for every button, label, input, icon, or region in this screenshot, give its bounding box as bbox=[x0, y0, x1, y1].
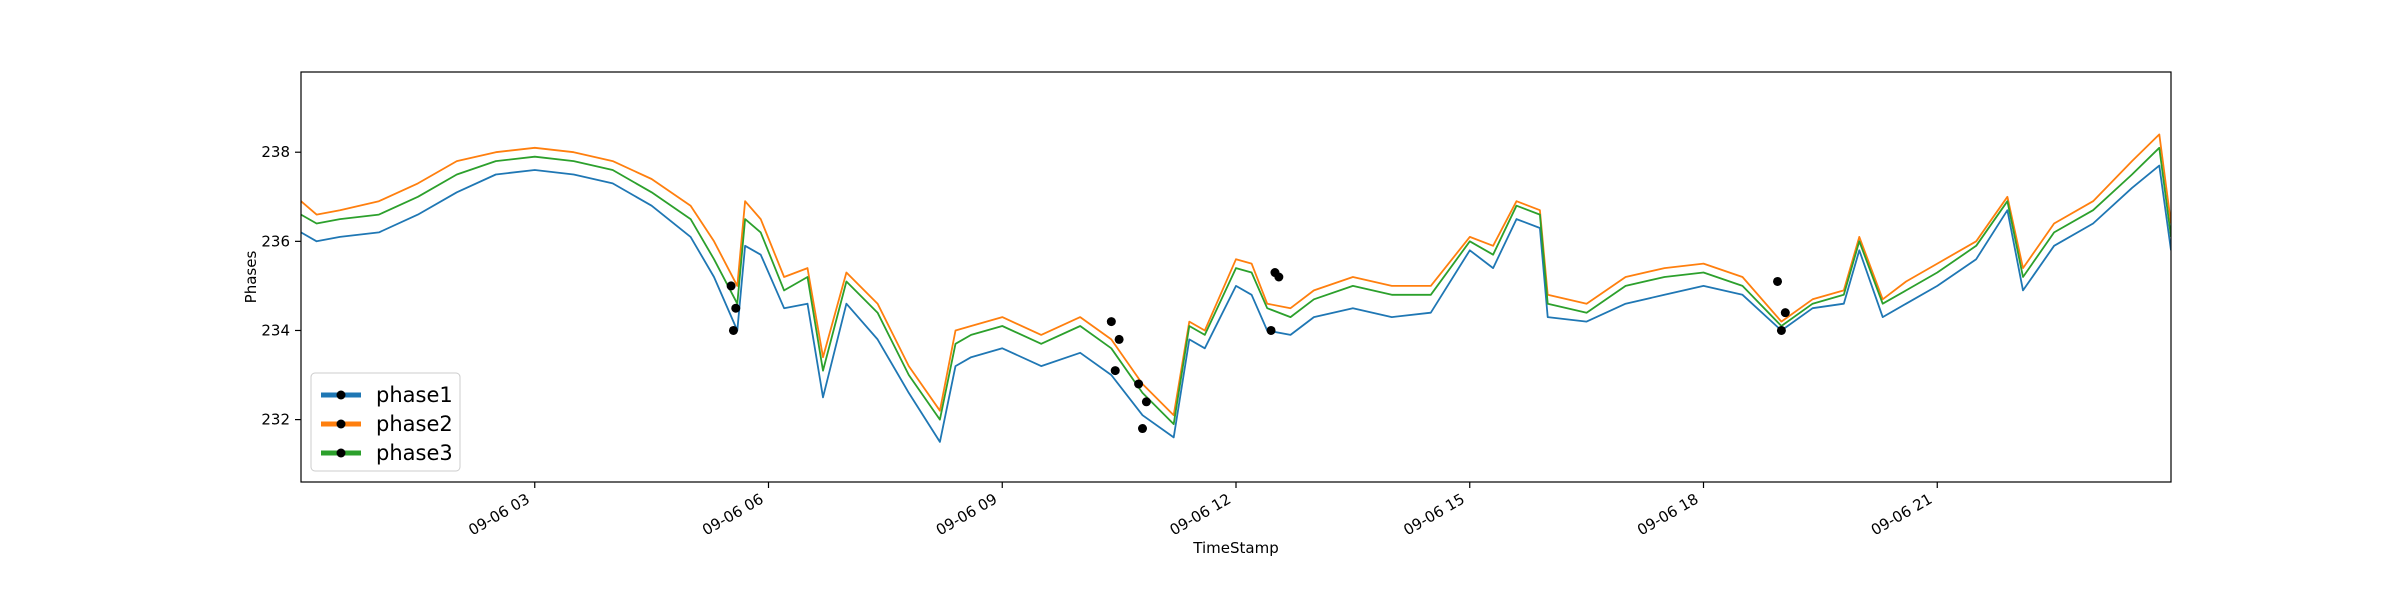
y-tick-label: 234 bbox=[261, 321, 290, 339]
series-phase2 bbox=[301, 133, 2171, 417]
legend-marker bbox=[336, 419, 346, 429]
marker-point bbox=[1780, 308, 1790, 318]
legend-item-phase2: phase2 bbox=[321, 412, 453, 436]
marker-point bbox=[731, 303, 741, 313]
marker-point bbox=[728, 325, 738, 335]
y-tick-label: 232 bbox=[261, 411, 290, 429]
markers-phase2 bbox=[726, 268, 1783, 389]
legend-item-phase1: phase1 bbox=[321, 383, 453, 407]
series-line-phase3 bbox=[301, 146, 2171, 426]
marker-point bbox=[1141, 397, 1151, 407]
y-axis: 232 234 236 238 bbox=[261, 143, 301, 429]
x-axis-label: TimeStamp bbox=[1192, 539, 1278, 557]
y-tick-label: 238 bbox=[261, 143, 290, 161]
markers-phase1 bbox=[728, 325, 1786, 434]
marker-point bbox=[1773, 276, 1783, 286]
legend-item-phase3: phase3 bbox=[321, 441, 453, 465]
markers-phase3 bbox=[731, 272, 1790, 407]
marker-point bbox=[1114, 334, 1124, 344]
marker-point bbox=[1776, 325, 1786, 335]
legend-label: phase1 bbox=[376, 383, 453, 407]
marker-point bbox=[726, 281, 736, 291]
marker-point bbox=[1110, 366, 1120, 376]
legend-marker bbox=[336, 448, 346, 458]
series-phase3 bbox=[301, 146, 2171, 426]
legend-label: phase2 bbox=[376, 412, 453, 436]
marker-point bbox=[1138, 424, 1147, 434]
legend: phase1 phase2 phase3 bbox=[310, 372, 461, 472]
marker-point bbox=[1134, 379, 1144, 389]
marker-point bbox=[1106, 317, 1116, 327]
marker-point bbox=[1274, 272, 1284, 282]
series-line-phase1 bbox=[301, 164, 2171, 443]
legend-label: phase3 bbox=[376, 441, 453, 465]
y-axis-label: Phases bbox=[242, 251, 260, 304]
marker-point bbox=[1266, 325, 1276, 335]
series-phase1 bbox=[301, 164, 2171, 443]
series-line-phase2 bbox=[301, 133, 2171, 417]
legend-marker bbox=[336, 390, 346, 400]
y-tick-label: 236 bbox=[261, 232, 290, 250]
